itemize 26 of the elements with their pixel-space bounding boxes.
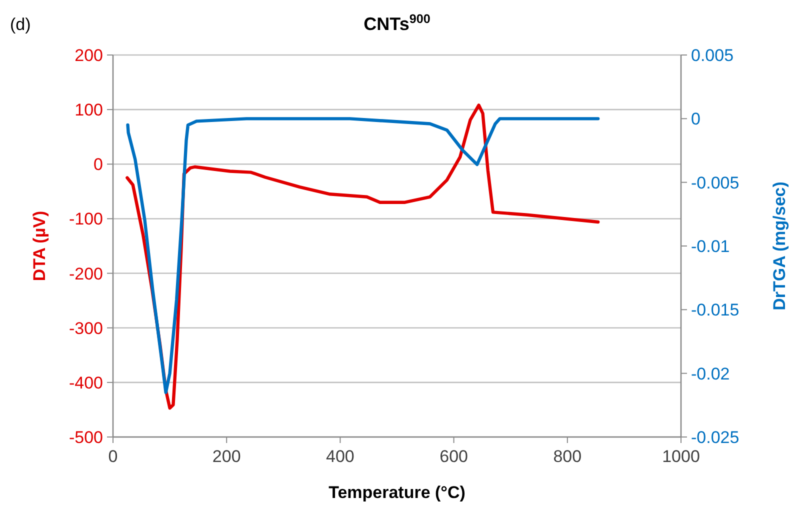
y-axis-title: DTA (µV) bbox=[30, 210, 49, 282]
x-tick-label: 400 bbox=[326, 447, 354, 466]
x-tick-label: 800 bbox=[553, 447, 582, 466]
chart-title: CNTs$^{900}$ bbox=[364, 12, 430, 34]
y-tick-label: 200 bbox=[74, 46, 103, 65]
y-tick-label: -500 bbox=[68, 428, 103, 447]
text: (d) bbox=[10, 15, 31, 34]
y2-tick-label: -0.02 bbox=[691, 364, 730, 384]
y-tick-label: -100 bbox=[68, 210, 103, 229]
y2-tick-label: 0 bbox=[691, 110, 700, 129]
x-tick-label: 1000 bbox=[662, 447, 700, 466]
y2-tick-label: -0.025 bbox=[691, 428, 740, 447]
y-tick-label: 0 bbox=[94, 155, 103, 174]
y2-tick-label: -0.005 bbox=[691, 173, 740, 192]
x-tick-label: 600 bbox=[440, 447, 468, 466]
x-axis-title: Temperature (°C) bbox=[328, 483, 466, 502]
y2-tick-label: -0.015 bbox=[691, 300, 740, 320]
y-tick-label: -200 bbox=[68, 264, 103, 284]
y-tick-label: -300 bbox=[68, 318, 103, 338]
y-tick-label: 100 bbox=[74, 100, 103, 120]
y-tick-label: -400 bbox=[68, 373, 103, 392]
y2-tick-label: 0.005 bbox=[691, 46, 734, 65]
x-tick-label: 0 bbox=[108, 447, 118, 466]
x-tick-label: 200 bbox=[212, 447, 241, 466]
y2-tick-label: -0.01 bbox=[691, 237, 730, 256]
y2-axis-title: DrTGA (mg/sec) bbox=[770, 182, 789, 310]
